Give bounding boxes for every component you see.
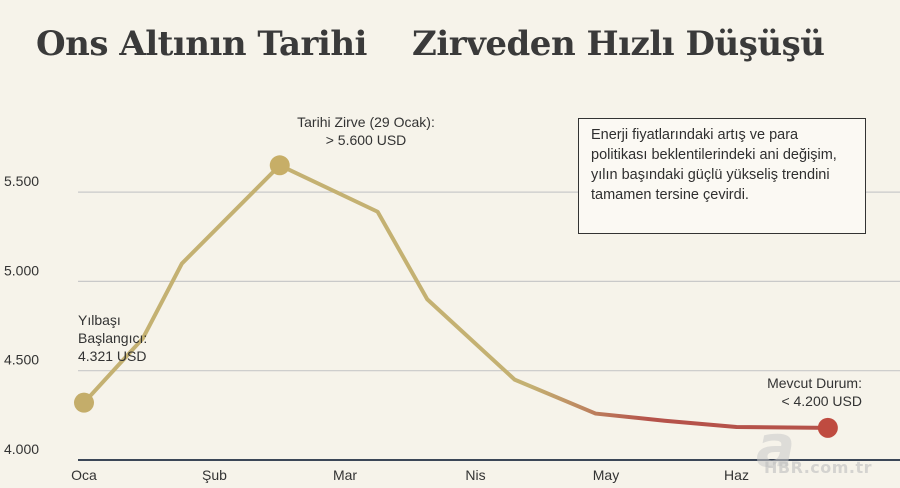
x-tick-label: Mar [333, 467, 357, 483]
chart-title-left: Ons Altının Tarihi [36, 24, 367, 64]
annotation-note-box: Enerji fiyatlarındaki artış ve para poli… [578, 118, 866, 234]
series-line [82, 163, 830, 430]
x-tick-label: Nis [465, 467, 485, 483]
x-tick-label: Oca [71, 467, 97, 483]
peak-point-marker [269, 155, 290, 176]
end-point-marker [817, 417, 838, 438]
y-tick-label: 5.500 [4, 173, 39, 189]
start-point-marker [74, 392, 94, 413]
watermark-text: HBR.com.tr [764, 458, 873, 477]
peak-annotation: Tarihi Zirve (29 Ocak): > 5.600 USD [297, 114, 435, 148]
watermark-letter: a [756, 412, 796, 480]
x-tick-label: Şub [202, 467, 227, 483]
y-tick-label: 5.000 [4, 262, 39, 278]
start-annotation: Yılbaşı Başlangıcı: 4.321 USD [78, 312, 147, 364]
y-tick-label: 4.500 [4, 352, 39, 368]
chart-title-right: Zirveden Hızlı Düşüşü [412, 24, 825, 64]
hbr-watermark-logo: a HBR.com.tr [756, 412, 896, 486]
x-tick-label: May [593, 467, 619, 483]
x-tick-label: Haz [724, 467, 749, 483]
y-tick-label: 4.000 [4, 441, 39, 457]
end-annotation: Mevcut Durum: < 4.200 USD [767, 375, 862, 409]
